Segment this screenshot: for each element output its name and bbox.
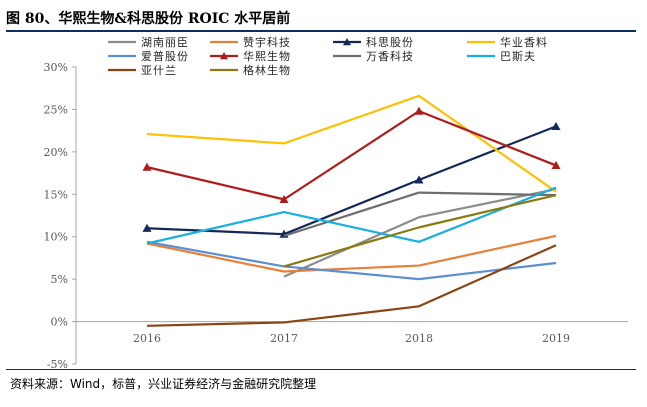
- legend-item: 科思股份: [333, 35, 414, 49]
- series-1: [146, 234, 557, 273]
- title-bar: 图 80、华熙生物&科思股份 ROIC 水平居前: [6, 4, 636, 32]
- series-line: [146, 234, 557, 273]
- y-tick-label: 10%: [44, 231, 68, 244]
- legend-marker: [343, 38, 351, 46]
- series-line: [146, 240, 557, 281]
- legend-item: 格林生物: [210, 63, 291, 77]
- legend-label: 赞宇科技: [243, 35, 291, 49]
- x-tick-label: 2017: [270, 332, 298, 345]
- series-line: [146, 244, 557, 327]
- data-point-marker: [414, 175, 424, 184]
- y-tick-label: -5%: [47, 358, 68, 371]
- legend-label: 爱普股份: [141, 49, 189, 63]
- y-tick-label: 30%: [44, 61, 68, 74]
- legend-item: 巴斯夫: [467, 50, 536, 63]
- series-0: [283, 188, 557, 278]
- legend-label: 华熙生物: [243, 49, 291, 63]
- source-divider: [6, 369, 636, 370]
- series-7: [146, 186, 557, 245]
- legend-label: 湖南丽臣: [141, 36, 189, 49]
- data-point-marker: [414, 106, 424, 115]
- title-divider: [6, 30, 636, 32]
- x-tick-label: 2016: [133, 332, 161, 345]
- series-line: [146, 125, 557, 236]
- y-tick-label: 15%: [44, 188, 68, 201]
- chart-axes: 30% 25% 20% 15% 10% 5% 0% -5% 2016 2017 2018 2019: [44, 61, 628, 371]
- data-point-marker: [142, 223, 152, 232]
- legend-item: 湖南丽臣: [108, 36, 189, 49]
- x-tick-label: 2018: [405, 332, 433, 345]
- legend-item: 华熙生物: [210, 49, 291, 63]
- legend-item: 亚什兰: [108, 64, 177, 77]
- y-tick-label: 25%: [44, 103, 68, 116]
- legend-item: 赞宇科技: [210, 35, 291, 49]
- series-6: [283, 191, 557, 237]
- series-line: [283, 188, 557, 278]
- series-3: [146, 94, 557, 193]
- legend-item: 爱普股份: [108, 49, 189, 63]
- legend-label: 亚什兰: [141, 64, 177, 77]
- page-title: 图 80、华熙生物&科思股份 ROIC 水平居前: [6, 11, 291, 27]
- legend-item: 华业香料: [467, 35, 548, 49]
- data-point-marker: [142, 162, 152, 171]
- y-tick-label: 5%: [51, 273, 68, 286]
- chart-series-lines: [142, 94, 561, 327]
- series-9: [283, 194, 557, 268]
- series-line: [283, 191, 557, 237]
- y-tick-label: 0%: [51, 316, 68, 329]
- y-tick-label: 20%: [44, 146, 68, 159]
- series-line: [146, 94, 557, 193]
- data-point-marker: [551, 160, 561, 170]
- series-line: [146, 110, 557, 201]
- series-5: [142, 106, 561, 203]
- series-4: [146, 240, 557, 281]
- legend-label: 华业香料: [500, 35, 548, 49]
- legend-item: 万香科技: [333, 49, 414, 63]
- series-line: [283, 194, 557, 268]
- data-point-marker: [551, 121, 561, 130]
- x-tick-label: 2019: [542, 332, 570, 345]
- source-note: 资料来源：Wind，标普，兴业证券经济与金融研究院整理: [10, 377, 317, 391]
- legend-label: 格林生物: [243, 63, 291, 77]
- legend-marker: [220, 52, 228, 60]
- series-line: [146, 186, 557, 245]
- legend-label: 科思股份: [366, 35, 414, 49]
- series-2: [142, 121, 561, 238]
- legend-label: 万香科技: [366, 49, 414, 63]
- series-8: [146, 244, 557, 327]
- legend-label: 巴斯夫: [500, 50, 536, 63]
- data-point-marker: [279, 194, 289, 203]
